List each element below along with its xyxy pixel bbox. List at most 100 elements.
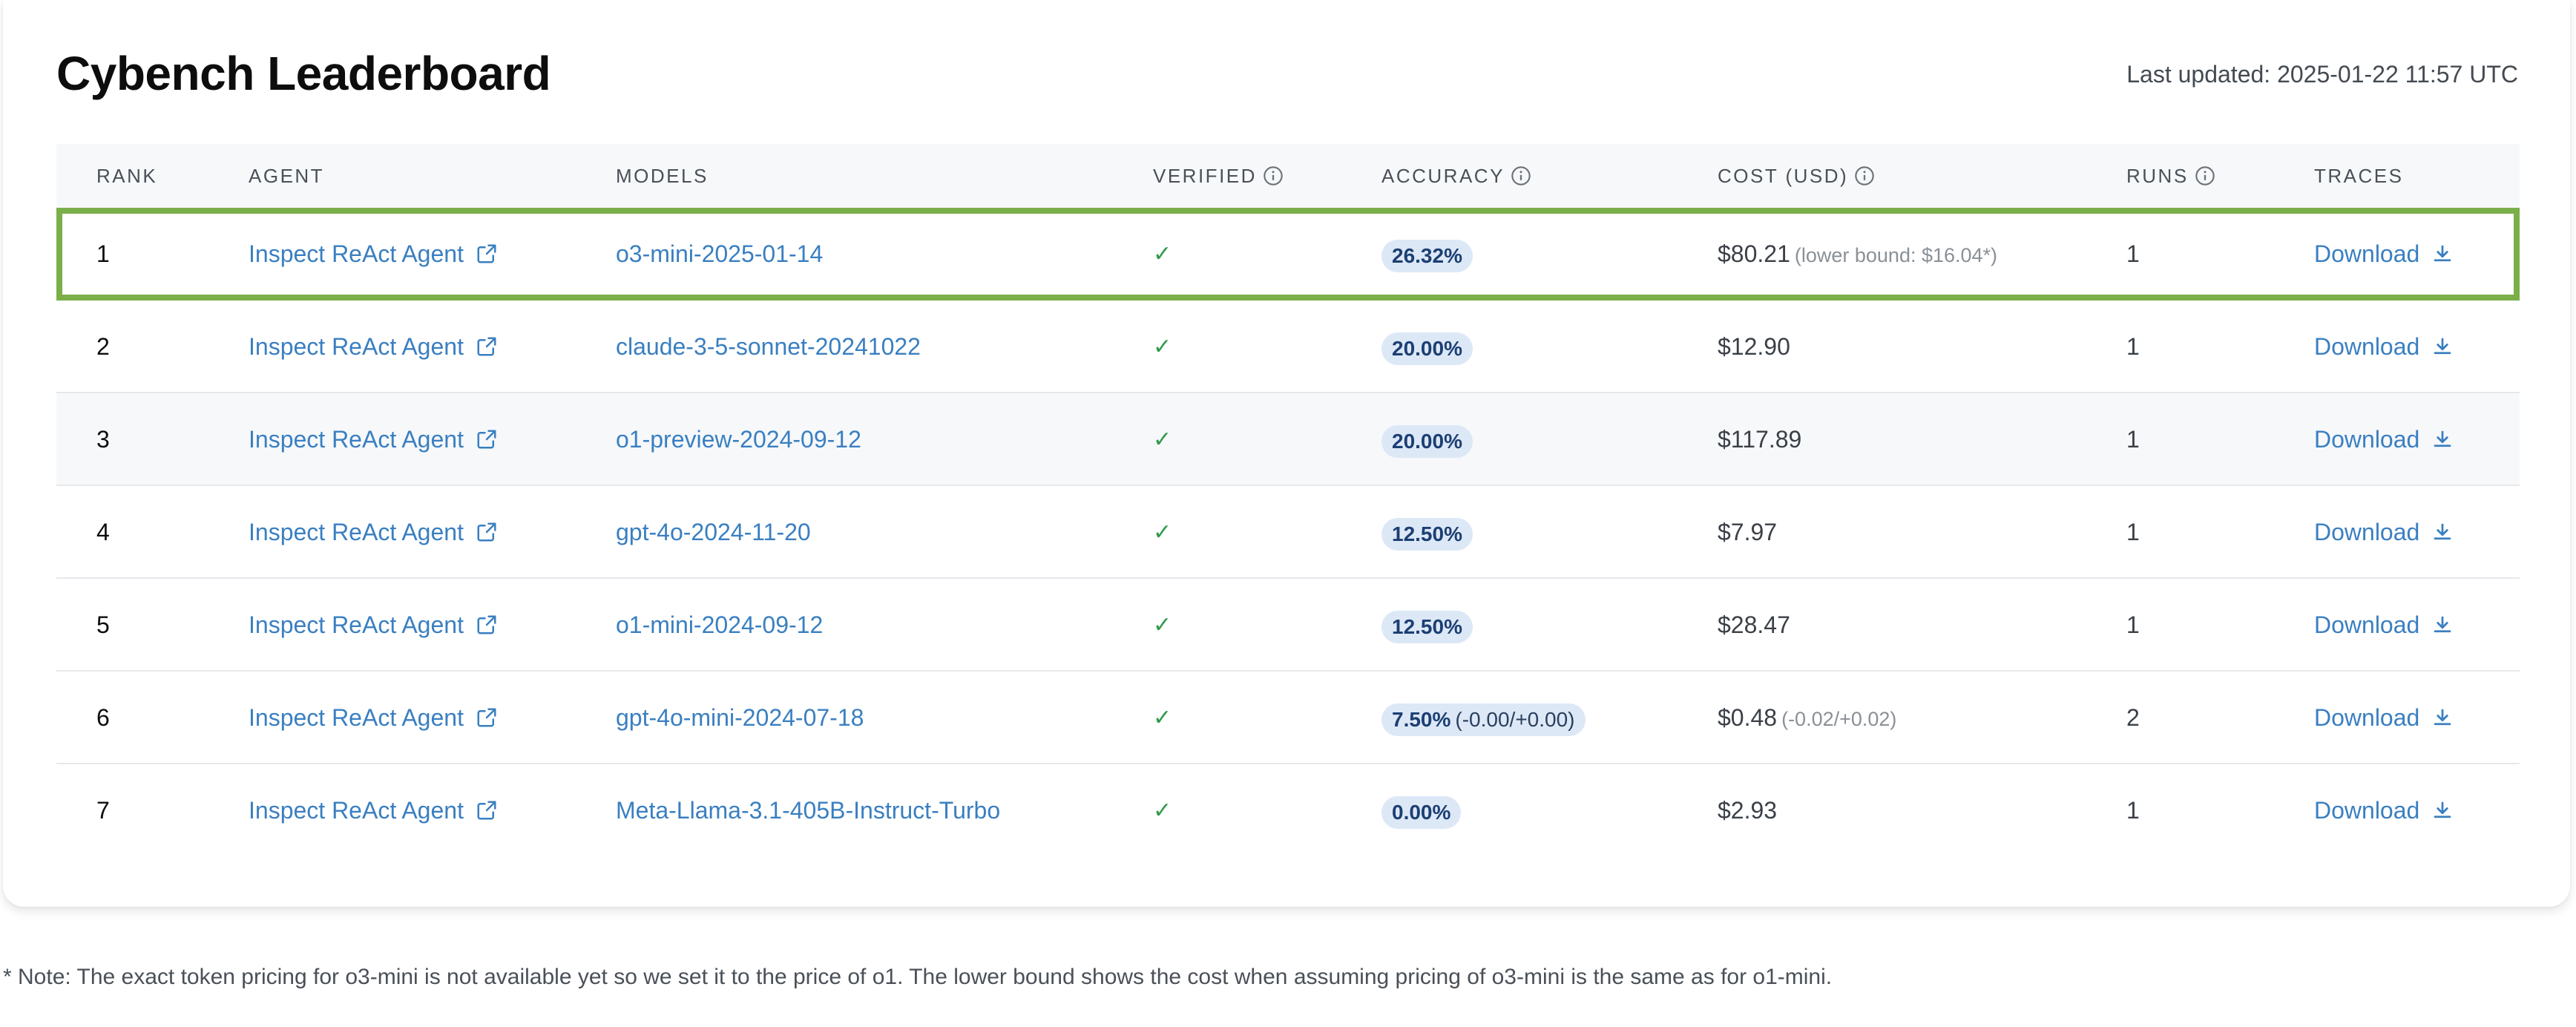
model-link[interactable]: claude-3-5-sonnet-20241022: [616, 333, 921, 360]
agent-link[interactable]: Inspect ReAct Agent: [249, 393, 498, 486]
accuracy-value: 12.50%: [1392, 614, 1462, 638]
runs-cell: 1: [2126, 240, 2140, 267]
model-link[interactable]: o1-mini-2024-09-12: [616, 611, 824, 638]
agent-link-label: Inspect ReAct Agent: [249, 797, 464, 824]
table-header: RANK AGENT MODELS VERIFIED ACCURACY COST…: [56, 144, 2520, 208]
col-accuracy: ACCURACY: [1381, 144, 1531, 208]
rank-cell: 1: [96, 240, 110, 267]
rank-cell: 6: [96, 704, 110, 731]
agent-link[interactable]: Inspect ReAct Agent: [249, 579, 498, 672]
leaderboard-card: Cybench Leaderboard Last updated: 2025-0…: [3, 0, 2570, 907]
cost-value: $28.47: [1718, 611, 1790, 638]
accuracy-badge: 20.00%: [1381, 424, 1473, 458]
rank-cell: 5: [96, 611, 110, 638]
table-row: 5 Inspect ReAct Agent o1-mini-2024-09-12…: [56, 579, 2520, 672]
model-link[interactable]: gpt-4o-2024-11-20: [616, 519, 811, 545]
accuracy-badge: 20.00%: [1381, 332, 1473, 365]
col-accuracy-label: ACCURACY: [1381, 165, 1505, 187]
cost-cell: $7.97: [1718, 486, 1777, 579]
col-runs-label: RUNS: [2126, 165, 2189, 187]
table-row: 2 Inspect ReAct Agent claude-3-5-sonnet-…: [56, 301, 2520, 393]
download-label: Download: [2314, 797, 2420, 824]
cost-value: $2.93: [1718, 797, 1778, 824]
col-rank: RANK: [96, 165, 158, 187]
rank-cell: 4: [96, 519, 110, 545]
download-link[interactable]: Download: [2314, 486, 2454, 579]
download-link[interactable]: Download: [2314, 579, 2454, 672]
accuracy-value: 20.00%: [1392, 429, 1462, 453]
verified-check: ✓: [1153, 706, 1172, 730]
table-row: 6 Inspect ReAct Agent gpt-4o-mini-2024-0…: [56, 672, 2520, 764]
download-icon: [2434, 430, 2451, 447]
model-link[interactable]: o1-preview-2024-09-12: [616, 426, 861, 453]
model-link[interactable]: gpt-4o-mini-2024-07-18: [616, 704, 864, 731]
download-label: Download: [2314, 519, 2420, 545]
last-updated: Last updated: 2025-01-22 11:57 UTC: [2126, 61, 2518, 88]
accuracy-badge: 0.00%: [1381, 795, 1462, 829]
verified-check: ✓: [1153, 520, 1172, 545]
download-icon: [2434, 616, 2451, 632]
info-circle-icon[interactable]: [1263, 165, 1284, 186]
agent-link[interactable]: Inspect ReAct Agent: [249, 301, 498, 393]
download-link[interactable]: Download: [2314, 764, 2454, 857]
col-cost-label: COST (USD): [1718, 165, 1849, 187]
download-icon: [2434, 709, 2451, 725]
info-circle-icon[interactable]: [1511, 165, 1531, 186]
accuracy-cell: 26.32%: [1381, 208, 1473, 301]
col-agent: AGENT: [249, 165, 325, 187]
download-link[interactable]: Download: [2314, 393, 2454, 486]
download-link[interactable]: Download: [2314, 301, 2454, 393]
runs-cell: 1: [2126, 333, 2140, 360]
table-row: 1 Inspect ReAct Agent o3-mini-2025-01-14…: [56, 208, 2520, 301]
page-title: Cybench Leaderboard: [56, 47, 551, 100]
model-link[interactable]: o3-mini-2025-01-14: [616, 240, 824, 267]
accuracy-badge: 12.50%: [1381, 610, 1473, 643]
accuracy-cell: 7.50% (-0.00/+0.00): [1381, 672, 1586, 764]
download-label: Download: [2314, 426, 2420, 453]
download-link[interactable]: Download: [2314, 208, 2454, 301]
rank-cell: 7: [96, 797, 110, 824]
accuracy-value: 12.50%: [1392, 522, 1462, 545]
agent-link[interactable]: Inspect ReAct Agent: [249, 764, 498, 857]
accuracy-interval: (-0.00/+0.00): [1455, 707, 1575, 731]
info-circle-icon[interactable]: [1854, 165, 1875, 186]
runs-cell: 2: [2126, 704, 2140, 731]
cost-cell: $12.90: [1718, 301, 1790, 393]
info-circle-icon[interactable]: [2195, 165, 2215, 186]
external-link-icon: [477, 801, 496, 820]
cost-note: (lower bound: $16.04*): [1794, 244, 1998, 266]
accuracy-cell: 12.50%: [1381, 579, 1473, 672]
agent-link[interactable]: Inspect ReAct Agent: [249, 208, 498, 301]
col-verified: VERIFIED: [1153, 144, 1284, 208]
external-link-icon: [477, 522, 496, 542]
download-label: Download: [2314, 611, 2420, 638]
download-label: Download: [2314, 704, 2420, 731]
accuracy-badge: 12.50%: [1381, 517, 1473, 551]
col-traces: TRACES: [2314, 165, 2404, 187]
accuracy-badge: 26.32%: [1381, 239, 1473, 272]
agent-link-label: Inspect ReAct Agent: [249, 333, 464, 360]
agent-link[interactable]: Inspect ReAct Agent: [249, 672, 498, 764]
external-link-icon: [477, 615, 496, 634]
accuracy-value: 26.32%: [1392, 243, 1462, 267]
agent-link-label: Inspect ReAct Agent: [249, 426, 464, 453]
model-link[interactable]: Meta-Llama-3.1-405B-Instruct-Turbo: [616, 797, 1001, 824]
cost-cell: $0.48 (-0.02/+0.02): [1718, 672, 1896, 764]
agent-link-label: Inspect ReAct Agent: [249, 611, 464, 638]
verified-check: ✓: [1153, 242, 1172, 266]
download-icon: [2434, 245, 2451, 261]
cost-value: $12.90: [1718, 333, 1790, 360]
accuracy-value: 7.50%: [1392, 707, 1451, 731]
col-models: MODELS: [616, 165, 709, 187]
download-icon: [2434, 338, 2451, 354]
col-cost: COST (USD): [1718, 144, 1875, 208]
accuracy-cell: 20.00%: [1381, 301, 1473, 393]
footnote: * Note: The exact token pricing for o3-m…: [3, 965, 1833, 989]
cost-cell: $80.21 (lower bound: $16.04*): [1718, 208, 1997, 301]
agent-link[interactable]: Inspect ReAct Agent: [249, 486, 498, 579]
cost-value: $80.21: [1718, 240, 1790, 267]
external-link-icon: [477, 708, 496, 727]
verified-check: ✓: [1153, 427, 1172, 452]
cost-value: $7.97: [1718, 519, 1778, 545]
download-link[interactable]: Download: [2314, 672, 2454, 764]
